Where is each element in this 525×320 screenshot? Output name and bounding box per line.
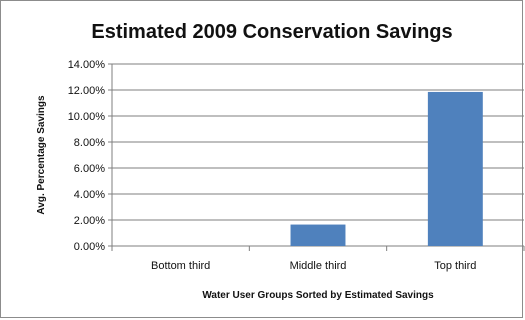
chart-title: Estimated 2009 Conservation Savings	[91, 21, 452, 43]
x-tick-labels: Bottom third Middle third Top third	[151, 260, 476, 272]
x-axis-title: Water User Groups Sorted by Estimated Sa…	[202, 290, 434, 301]
y-tick-label: 6.00%	[74, 163, 105, 175]
bar	[290, 224, 346, 246]
x-tick-label: Top third	[434, 260, 476, 272]
y-tick-label: 4.00%	[74, 189, 105, 201]
x-tick-label: Bottom third	[151, 260, 210, 272]
y-tick-label: 10.00%	[68, 111, 106, 123]
bars	[290, 91, 483, 246]
y-tick-label: 8.00%	[74, 137, 105, 149]
bar	[427, 91, 483, 246]
y-tick-labels: 0.00% 2.00% 4.00% 6.00% 8.00% 10.00% 12.00% 14.…	[68, 59, 106, 253]
y-axis-title: Avg. Percentage Savings	[36, 95, 47, 215]
y-tick-label: 2.00%	[74, 215, 105, 227]
y-tick-label: 12.00%	[68, 85, 106, 97]
y-tick-label: 0.00%	[74, 241, 105, 253]
y-tick-label: 14.00%	[68, 59, 106, 71]
x-tick-label: Middle third	[290, 260, 347, 272]
